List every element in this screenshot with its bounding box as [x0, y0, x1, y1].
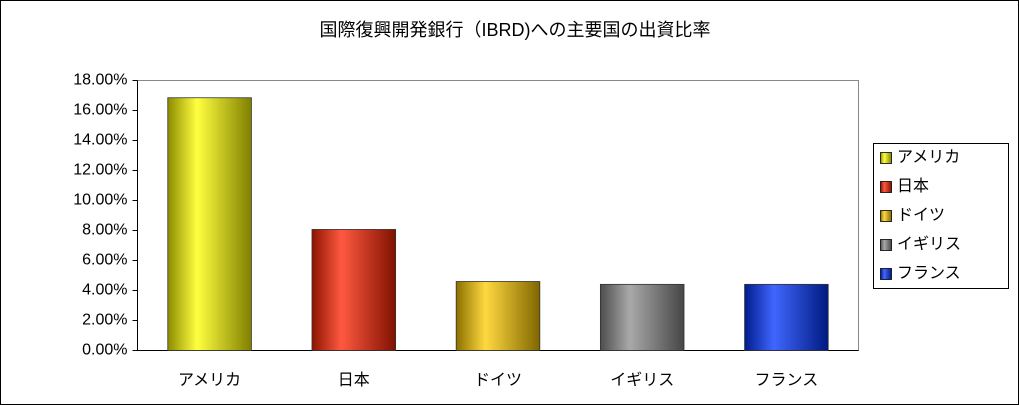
x-tick-label: ドイツ [474, 372, 522, 389]
bar [744, 283, 829, 351]
legend-swatch [880, 152, 892, 164]
legend-swatch [880, 268, 892, 280]
y-tick-label: 4.00% [82, 282, 127, 299]
y-tick-label: 2.00% [82, 312, 127, 329]
y-tick-label: 6.00% [82, 252, 127, 269]
y-tick-label: 0.00% [82, 342, 127, 359]
legend-label: フランス [897, 265, 961, 282]
legend-label: アメリカ [897, 149, 960, 166]
legend-swatch [880, 210, 892, 222]
x-tick-label: イギリス [610, 371, 674, 389]
legend-swatch [880, 181, 892, 193]
legend [873, 143, 1009, 289]
legend-label: イギリス [897, 235, 961, 253]
y-tick-label: 10.00% [73, 192, 127, 209]
bar [167, 97, 252, 351]
bar [311, 229, 397, 351]
bar [599, 283, 685, 351]
y-tick-label: 12.00% [73, 162, 127, 179]
x-tick-label: フランス [755, 372, 819, 389]
x-tick-label: アメリカ [178, 372, 241, 389]
y-tick-label: 16.00% [73, 102, 127, 119]
y-tick-label: 8.00% [82, 222, 127, 239]
x-tick-label: 日本 [338, 371, 370, 389]
y-tick-label: 18.00% [73, 72, 127, 89]
bar [455, 281, 541, 351]
y-tick-label: 14.00% [73, 132, 127, 149]
legend-label: ドイツ [897, 207, 945, 224]
legend-swatch [880, 239, 892, 251]
chart-title: 国際復興開発銀行（IBRD)への主要国の出資比率 [320, 20, 711, 40]
legend-label: 日本 [897, 177, 929, 195]
